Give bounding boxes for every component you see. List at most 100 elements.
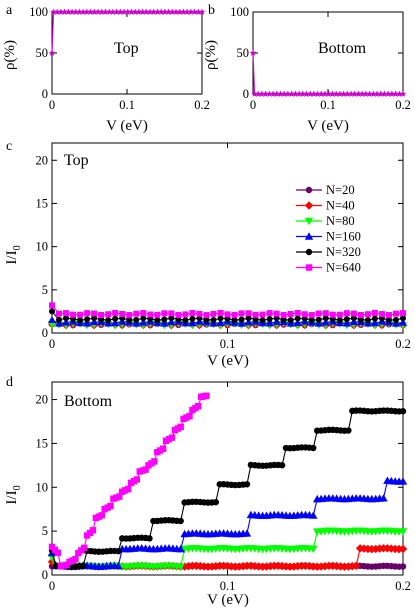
data-point (358, 90, 366, 97)
data-point (176, 563, 185, 571)
data-point (398, 544, 408, 554)
data-point (114, 561, 123, 570)
data-point (157, 8, 165, 15)
data-point (212, 498, 219, 506)
data-point (266, 316, 273, 323)
data-point (135, 8, 143, 15)
data-point (176, 8, 184, 15)
data-point (280, 312, 287, 319)
data-point (371, 544, 380, 554)
data-point (140, 315, 147, 322)
legend-entry: N=20 (296, 183, 355, 197)
legend-entry: N=40 (296, 199, 355, 213)
panel-c-ylabel-main: I/I (4, 250, 20, 264)
data-point (132, 319, 141, 327)
data-point (53, 8, 61, 15)
data-point (133, 476, 141, 483)
data-point (189, 310, 196, 317)
data-point (243, 481, 251, 488)
data-point (278, 462, 286, 469)
x-tick-label: 0.1 (119, 98, 135, 112)
data-point (381, 90, 388, 97)
data-point (161, 316, 168, 323)
panel-label-c: c (6, 139, 12, 154)
y-tick-label: 0 (42, 326, 48, 340)
data-point (350, 315, 357, 322)
y-tick-label: 0 (42, 568, 48, 582)
data-point (392, 310, 399, 317)
data-point (112, 309, 119, 316)
data-point (344, 90, 351, 97)
panel-d-ylabel-main: I/I (4, 490, 20, 504)
data-point (388, 90, 396, 97)
panel-d-axes: 0 0.1 0.2 0 5 10 15 20 (36, 381, 411, 593)
data-point (262, 562, 271, 571)
data-point (62, 318, 71, 326)
data-point (287, 311, 294, 318)
data-point (224, 311, 231, 318)
panel-b-annotation: Bottom (318, 40, 367, 57)
data-point (280, 316, 287, 323)
data-point (235, 562, 244, 571)
data-point (252, 311, 259, 318)
data-point (203, 316, 210, 323)
data-point (80, 562, 87, 570)
data-point (48, 316, 56, 324)
data-point (364, 311, 371, 318)
data-point (90, 318, 99, 326)
panel-b-ylabel: ρ(%) (203, 40, 219, 70)
data-point (400, 310, 406, 317)
data-point (168, 315, 175, 322)
data-point (91, 315, 98, 322)
data-point (154, 317, 161, 324)
data-point (177, 423, 184, 431)
data-point (161, 8, 169, 15)
y-tick-label: 0 (243, 87, 249, 101)
data-point (343, 310, 350, 317)
data-point (284, 90, 292, 97)
data-point (186, 413, 193, 420)
y-tick-label: 5 (42, 283, 48, 297)
data-point (336, 311, 343, 318)
data-point (315, 310, 322, 317)
data-point (48, 49, 56, 56)
data-point (303, 90, 310, 97)
data-point (349, 317, 358, 325)
y-tick-label: 100 (230, 5, 249, 19)
data-point (113, 8, 120, 15)
data-point (364, 317, 371, 324)
data-point (259, 311, 266, 318)
data-point (77, 317, 84, 324)
data-point (195, 402, 202, 410)
data-point (310, 444, 317, 452)
data-point (161, 310, 168, 317)
data-point (147, 311, 154, 318)
data-point (265, 319, 274, 327)
data-point (345, 427, 352, 434)
data-point (273, 90, 281, 97)
panel-d-annotation: Bottom (64, 393, 113, 410)
data-point (245, 310, 252, 317)
legend-marker (304, 217, 314, 226)
x-tick-label: 0 (49, 98, 55, 112)
data-point (373, 90, 381, 97)
data-point (84, 316, 91, 323)
legend-marker (305, 248, 313, 256)
data-point (159, 445, 167, 452)
data-point (392, 316, 399, 323)
data-point (254, 90, 262, 97)
data-point (105, 311, 112, 318)
data-point (115, 547, 122, 555)
y-tick-label: 15 (36, 436, 49, 450)
data-point (124, 8, 132, 15)
data-point (203, 312, 210, 319)
data-point (315, 316, 322, 323)
legend-entry: N=80 (296, 214, 355, 228)
data-point (347, 90, 355, 97)
data-point (98, 512, 105, 519)
y-tick-label: 50 (36, 46, 49, 60)
legend-marker (305, 264, 313, 271)
data-point (332, 90, 340, 97)
data-point (400, 315, 406, 322)
legend-entry: N=640 (296, 261, 361, 275)
